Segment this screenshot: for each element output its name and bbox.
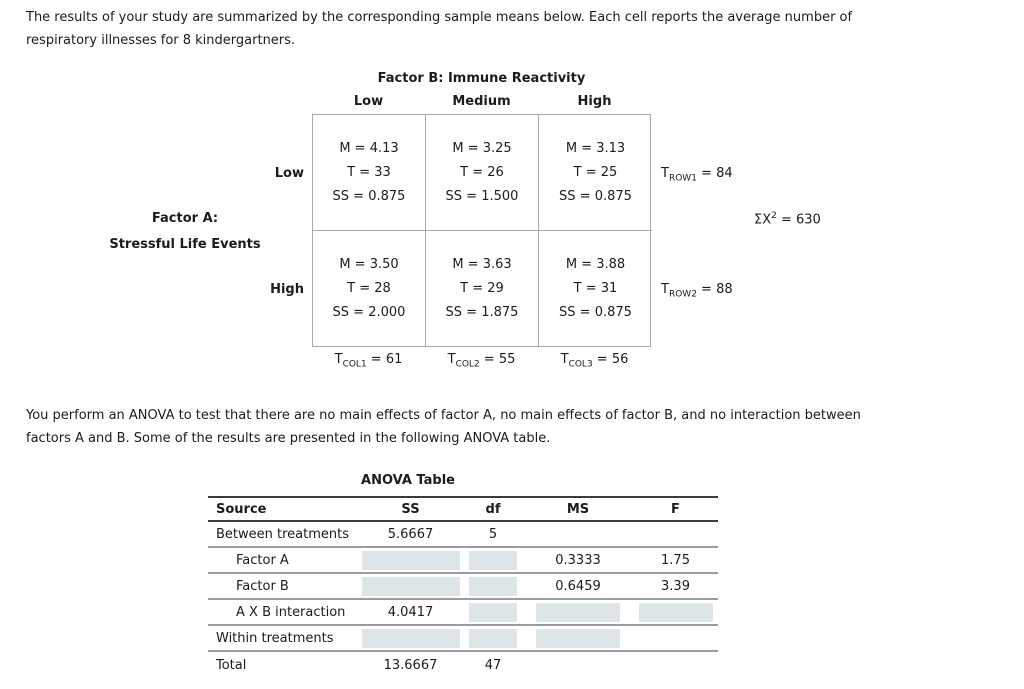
cell-mean: M = 3.13 [565,140,626,156]
input-factor-b-ss[interactable] [361,576,460,596]
anova-row-between-treatments: Between treatments 5.6667 5 [208,522,718,548]
cell-ss: SS = 2.000 [332,305,406,320]
cell-mean: M = 3.63 [452,257,512,272]
col2-total: TCOL2 = 55 [447,352,516,370]
anova-row-factor-a: Factor A 0.3333 1.75 [208,548,718,574]
cell-high-low: M = 3.50 T = 28 SS = 2.000 [313,231,426,347]
ss-value: 4.0417 [387,604,434,620]
input-within-df[interactable] [469,628,517,648]
col3-total: TCOL3 = 56 [560,352,629,370]
df-value: 47 [484,657,502,673]
row-header-high: High [270,282,304,297]
input-factor-b-df[interactable] [469,576,517,596]
cell-ss: SS = 0.875 [559,305,632,320]
df-value: 5 [488,526,498,542]
header-df: df [485,501,501,517]
cell-low-medium: M = 3.25 T = 26 SS = 1.500 [426,115,539,231]
cell-total: T = 28 [347,281,391,296]
cell-mean: M = 4.13 [339,140,399,156]
cell-mean: M = 3.88 [565,257,626,272]
anova-paragraph: You perform an ANOVA to test that there … [26,404,986,450]
col1-total: TCOL1 = 61 [334,352,403,370]
header-source: Source [216,501,267,517]
cell-total: T = 33 [347,164,391,180]
input-axb-ms[interactable] [536,602,620,622]
anova-table: ANOVA Table Source SS df MS F Between tr… [208,473,718,678]
factor-b-column-headers: Low Medium High [312,94,651,109]
header-f: F [671,501,680,517]
cell-ss: SS = 0.875 [559,188,632,204]
row1-total: TROW1 = 84 [661,166,733,184]
input-within-ss[interactable] [361,628,460,648]
source-label: Between treatments [216,526,350,542]
factor-a-title-line1: Factor A: [151,211,219,226]
cell-total: T = 25 [573,164,618,180]
anova-header-row: Source SS df MS F [208,496,718,522]
anova-row-axb-interaction: A X B interaction 4.0417 [208,600,718,626]
anova-row-within-treatments: Within treatments [208,626,718,652]
f-value: 3.39 [661,578,690,594]
input-axb-f[interactable] [638,602,713,622]
ss-value: 13.6667 [383,657,438,673]
cell-ss: SS = 0.875 [332,188,406,204]
intro-paragraph: The results of your study are summarized… [26,6,986,52]
source-label: Total [216,657,247,673]
anova-table-title: ANOVA Table [361,473,455,488]
header-ms: MS [566,501,590,517]
cell-high-high: M = 3.88 T = 31 SS = 0.875 [539,231,652,347]
input-factor-a-ss[interactable] [361,550,460,570]
cell-low-high: M = 3.13 T = 25 SS = 0.875 [539,115,652,231]
anova-line-1: You perform an ANOVA to test that there … [26,408,861,423]
source-label: Within treatments [216,630,334,646]
row2-total: TROW2 = 88 [661,282,733,300]
cell-total: T = 26 [460,164,504,180]
ms-value: 0.3333 [555,552,601,568]
ms-value: 0.6459 [555,578,601,594]
cell-low-low: M = 4.13 T = 33 SS = 0.875 [313,115,426,231]
ss-value: 5.6667 [387,526,434,542]
input-axb-df[interactable] [469,602,517,622]
input-within-ms[interactable] [536,628,620,648]
column-header-medium: Medium [452,94,511,109]
sum-x-squared: ΣX2 = 630 [754,211,821,228]
column-header-high: High [577,94,612,109]
intro-line-2: respiratory illnesses for 8 kindergartne… [26,33,296,48]
intro-line-1: The results of your study are summarized… [26,10,853,25]
cell-mean: M = 3.50 [339,257,399,272]
source-label: A X B interaction [236,604,346,620]
means-grid: M = 4.13 T = 33 SS = 0.875 M = 3.25 T = … [312,114,652,347]
input-factor-a-df[interactable] [469,550,517,570]
column-header-low: Low [353,94,384,109]
source-label: Factor B [236,578,289,594]
anova-line-2: factors A and B. Some of the results are… [26,431,551,446]
cell-ss: SS = 1.500 [445,188,519,204]
factor-a-title-line2: Stressful Life Events [109,237,261,252]
f-value: 1.75 [661,552,690,568]
cell-high-medium: M = 3.63 T = 29 SS = 1.875 [426,231,539,347]
anova-row-total: Total 13.6667 47 [208,652,718,678]
factor-b-title: Factor B: Immune Reactivity [377,71,586,86]
source-label: Factor A [236,552,289,568]
cell-total: T = 31 [573,281,618,296]
cell-ss: SS = 1.875 [445,305,519,320]
anova-row-factor-b: Factor B 0.6459 3.39 [208,574,718,600]
row-header-low: Low [274,166,304,181]
header-ss: SS [401,501,420,517]
cell-total: T = 29 [460,281,504,296]
cell-mean: M = 3.25 [452,140,512,156]
column-totals: TCOL1 = 61 TCOL2 = 55 TCOL3 = 56 [312,352,651,370]
